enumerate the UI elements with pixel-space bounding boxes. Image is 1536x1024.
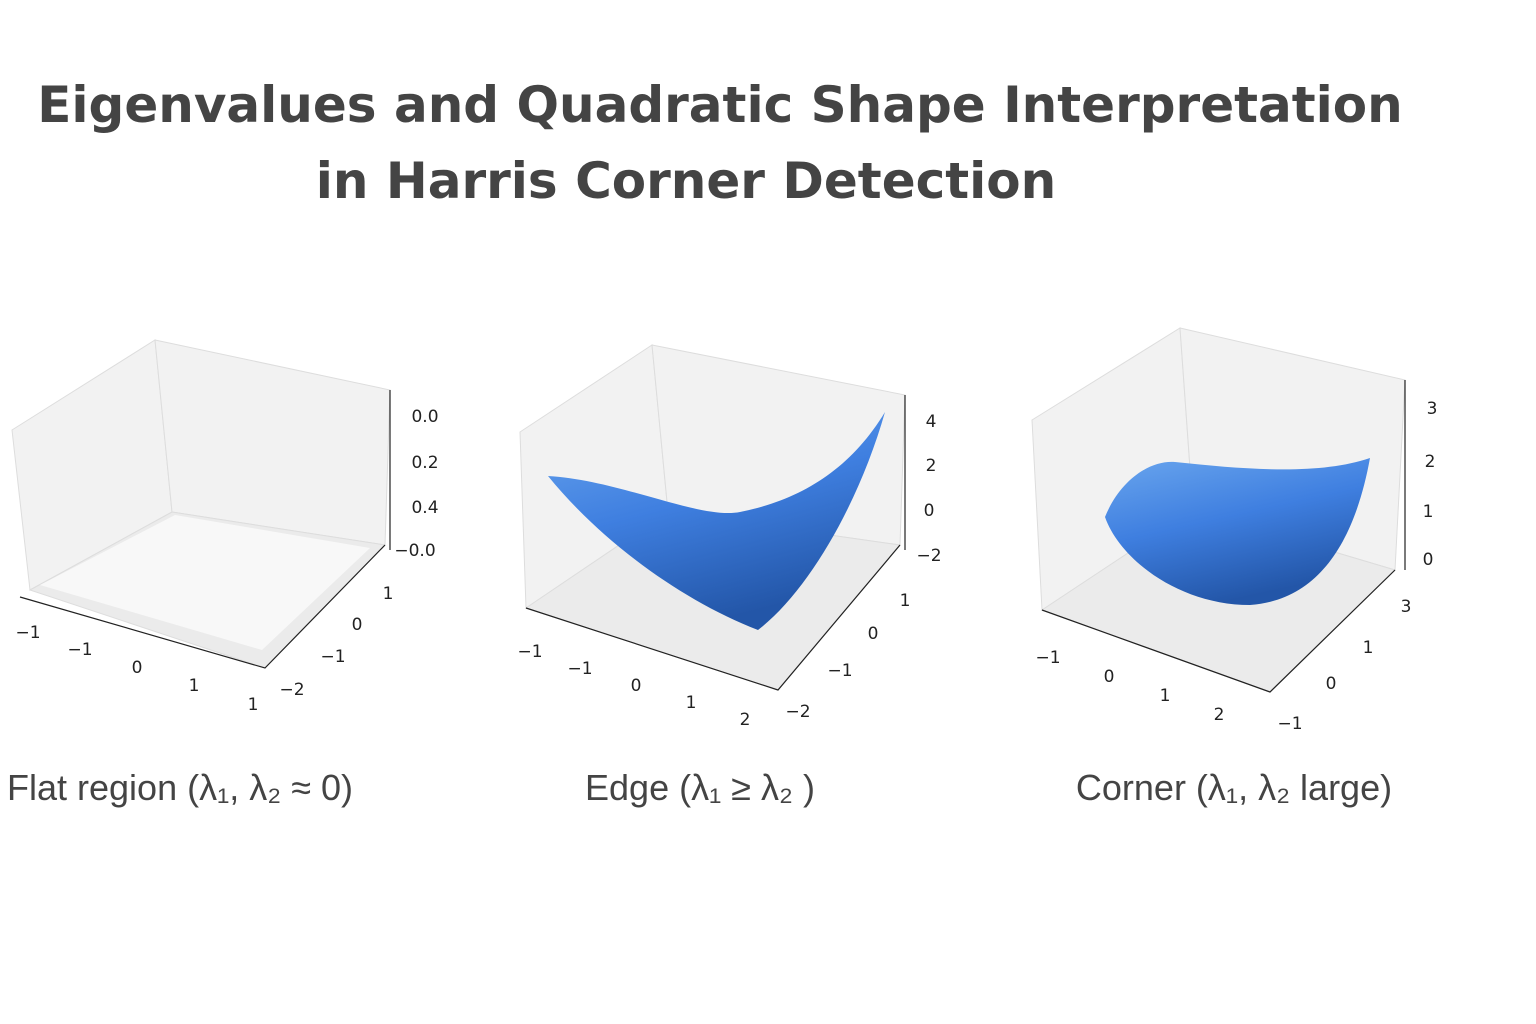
title-line-1: Eigenvalues and Quadratic Shape Interpre… [37,76,1403,134]
y-tick-label: −1 [320,647,345,667]
y-tick-label: −2 [785,702,810,722]
x-tick-label: 0 [132,658,143,678]
y-tick-label: −1 [827,661,852,681]
y-tick-label: 3 [1401,597,1412,617]
axes [525,395,906,691]
y-tick-label: 1 [1363,638,1374,658]
panel-edge [519,344,906,691]
edge-surface [548,412,885,630]
z-tick-label: 1 [1423,502,1434,522]
x-tick-label: 2 [1214,705,1225,725]
z-tick-label: 2 [1425,452,1436,472]
caption: Edge (λ₁ ≥ λ₂ ) [585,767,815,808]
y-tick-label: 1 [383,584,394,604]
z-tick-label: −0.0 [394,541,435,561]
axes [19,390,391,669]
y-tick-label: 0 [1326,674,1337,694]
z-tick-label: 0.4 [411,498,438,518]
flat-surface [40,515,370,650]
y-tick-label: 0 [868,624,879,644]
x-tick-label: 0 [631,676,642,696]
z-tick-label: 2 [926,456,937,476]
x-tick-label: −1 [67,640,92,660]
x-tick-label: −1 [1035,648,1060,668]
z-tick-label: 0.0 [411,407,438,427]
axes [1041,380,1406,693]
z-tick-label: 3 [1427,399,1438,419]
z-tick-label: 0.2 [411,453,438,473]
corner-surface [1105,458,1370,605]
x-tick-label: 1 [248,695,259,715]
y-tick-label: −2 [279,680,304,700]
title-line-2: in Harris Corner Detection [316,152,1056,210]
x-tick-label: 1 [686,693,697,713]
z-tick-label: −2 [916,546,941,566]
panel-flat [11,339,391,669]
x-tick-label: 2 [740,710,751,730]
z-tick-label: 4 [926,412,937,432]
y-tick-label: −1 [1277,714,1302,734]
x-tick-label: 1 [1160,686,1171,706]
x-tick-label: 0 [1104,667,1115,687]
z-tick-label: 0 [924,501,935,521]
panel-corner [1031,327,1406,693]
pane [154,339,391,546]
x-tick-label: −1 [517,642,542,662]
x-tick-label: −1 [15,623,40,643]
z-tick-label: 0 [1423,550,1434,570]
y-tick-label: 1 [900,591,911,611]
y-tick-label: 0 [352,615,363,635]
caption: Corner (λ₁, λ₂ large) [1076,767,1392,808]
x-tick-label: 1 [189,676,200,696]
caption: Flat region (λ₁, λ₂ ≈ 0) [7,767,353,808]
x-tick-label: −1 [567,659,592,679]
